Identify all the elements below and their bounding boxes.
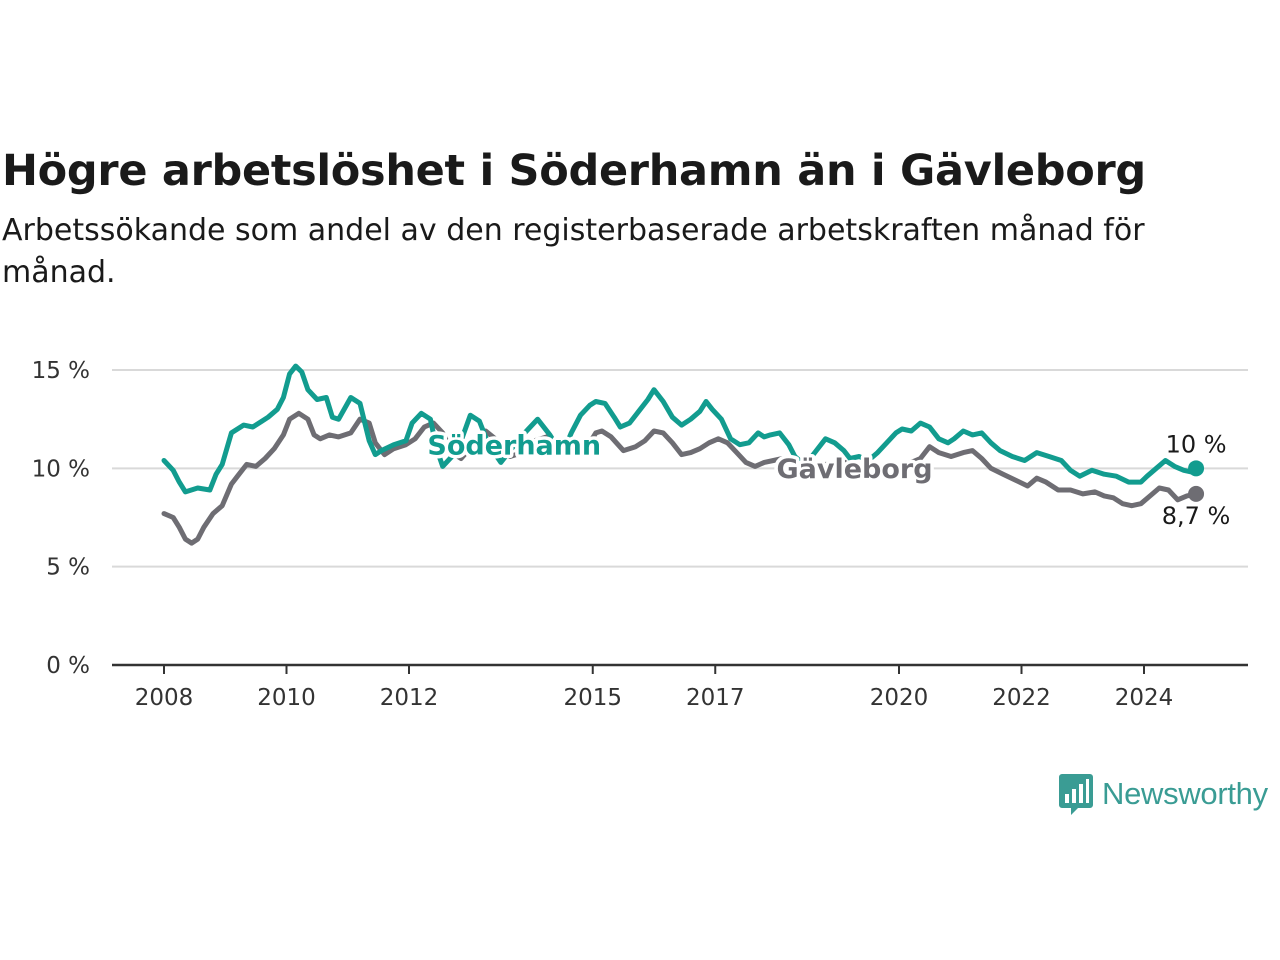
chart-title: Högre arbetslöshet i Söderhamn än i Gävl… xyxy=(2,146,1146,196)
y-tick-labels: 0 % 5 % 10 % 15 % xyxy=(32,358,90,679)
x-tick-label: 2017 xyxy=(686,685,745,711)
end-label-gavleborg: 8,7 % xyxy=(1162,502,1231,530)
end-marker-soderhamn xyxy=(1188,460,1205,477)
chart-subtitle: Arbetssökande som andel av den registerb… xyxy=(2,213,1145,290)
y-tick-label: 0 % xyxy=(46,653,90,679)
x-tick-label: 2024 xyxy=(1115,685,1174,711)
x-tick-label: 2010 xyxy=(257,685,316,711)
end-marker-gavleborg xyxy=(1188,485,1205,502)
series-label-soderhamn: Söderhamn xyxy=(427,431,601,462)
newsworthy-chart-bubble-icon xyxy=(1059,774,1093,815)
series-lines xyxy=(161,363,1199,546)
series-line-soderhamn xyxy=(161,363,1199,495)
end-labels: 10 % 8,7 % xyxy=(1159,427,1234,533)
series-labels: Söderhamn Gävleborg xyxy=(424,427,936,489)
brand-name: Newsworthy xyxy=(1102,776,1268,811)
brand-logo: Newsworthy xyxy=(1058,772,1268,816)
series-line-gavleborg xyxy=(161,410,1199,546)
x-tick-label: 2015 xyxy=(563,685,622,711)
x-tick-label: 2020 xyxy=(870,685,929,711)
x-ticks xyxy=(163,665,1145,674)
y-tick-label: 5 % xyxy=(46,555,90,581)
y-tick-label: 15 % xyxy=(32,358,90,384)
end-markers xyxy=(1188,460,1205,502)
x-tick-label: 2012 xyxy=(380,685,439,711)
y-tick-label: 10 % xyxy=(32,456,90,482)
end-label-soderhamn: 10 % xyxy=(1166,430,1227,458)
x-tick-labels: 2008 2010 2012 2015 2017 2020 2022 2024 xyxy=(135,685,1174,711)
series-label-gavleborg: Gävleborg xyxy=(777,454,933,485)
x-tick-label: 2022 xyxy=(992,685,1051,711)
x-tick-label: 2008 xyxy=(135,685,194,711)
